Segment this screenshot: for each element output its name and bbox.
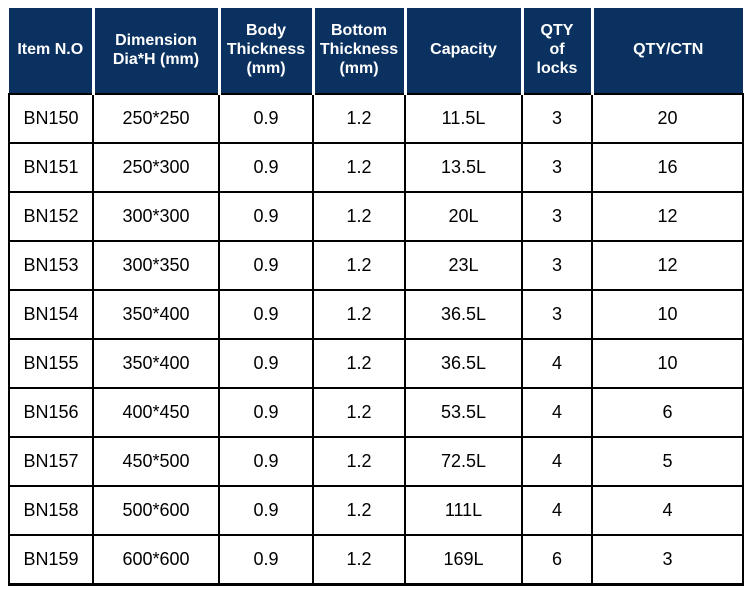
- table-body: BN150 250*250 0.9 1.2 11.5L 3 20 BN151 250*300 0.…: [8, 93, 744, 586]
- table-header: Item N.O Dimension Dia*H (mm) Body Thick…: [9, 8, 743, 94]
- cell-item-no: BN158: [8, 485, 94, 536]
- cell-qty-of-locks: 3: [521, 93, 593, 144]
- cell-qty-of-locks: 3: [521, 142, 593, 193]
- cell-body-thickness: 0.9: [218, 387, 314, 438]
- cell-bottom-thickness: 1.2: [312, 240, 406, 291]
- cell-capacity: 53.5L: [404, 387, 523, 438]
- table-row: BN157 450*500 0.9 1.2 72.5L 4 5: [8, 436, 744, 487]
- cell-bottom-thickness: 1.2: [312, 142, 406, 193]
- cell-item-no: BN152: [8, 191, 94, 242]
- cell-item-no: BN151: [8, 142, 94, 193]
- cell-qty-ctn: 6: [591, 387, 744, 438]
- cell-qty-ctn: 12: [591, 240, 744, 291]
- cell-qty-ctn: 4: [591, 485, 744, 536]
- table-row: BN153 300*350 0.9 1.2 23L 3 12: [8, 240, 744, 291]
- cell-qty-ctn: 10: [591, 338, 744, 389]
- cell-bottom-thickness: 1.2: [312, 191, 406, 242]
- cell-capacity: 23L: [404, 240, 523, 291]
- column-header-bottom-thickness: Bottom Thickness (mm): [311, 8, 405, 94]
- cell-qty-of-locks: 4: [521, 338, 593, 389]
- cell-body-thickness: 0.9: [218, 93, 314, 144]
- cell-body-thickness: 0.9: [218, 240, 314, 291]
- cell-item-no: BN155: [8, 338, 94, 389]
- cell-capacity: 111L: [404, 485, 523, 536]
- table-row: BN156 400*450 0.9 1.2 53.5L 4 6: [8, 387, 744, 438]
- cell-qty-of-locks: 3: [521, 289, 593, 340]
- cell-dimension: 250*250: [92, 93, 220, 144]
- cell-qty-of-locks: 4: [521, 436, 593, 487]
- cell-body-thickness: 0.9: [218, 436, 314, 487]
- column-header-capacity: Capacity: [403, 8, 522, 94]
- cell-qty-ctn: 12: [591, 191, 744, 242]
- cell-dimension: 350*400: [92, 289, 220, 340]
- column-header-qty-of-locks: QTY of locks: [520, 8, 592, 94]
- cell-bottom-thickness: 1.2: [312, 436, 406, 487]
- cell-dimension: 450*500: [92, 436, 220, 487]
- cell-item-no: BN150: [8, 93, 94, 144]
- cell-qty-of-locks: 3: [521, 191, 593, 242]
- cell-body-thickness: 0.9: [218, 534, 314, 586]
- column-header-qty-ctn: QTY/CTN: [590, 8, 743, 94]
- cell-qty-of-locks: 4: [521, 485, 593, 536]
- cell-dimension: 250*300: [92, 142, 220, 193]
- cell-capacity: 72.5L: [404, 436, 523, 487]
- cell-body-thickness: 0.9: [218, 191, 314, 242]
- cell-capacity: 36.5L: [404, 289, 523, 340]
- table-wrapper: Item N.O Dimension Dia*H (mm) Body Thick…: [8, 8, 744, 586]
- cell-item-no: BN153: [8, 240, 94, 291]
- cell-bottom-thickness: 1.2: [312, 338, 406, 389]
- cell-bottom-thickness: 1.2: [312, 93, 406, 144]
- cell-capacity: 11.5L: [404, 93, 523, 144]
- cell-dimension: 350*400: [92, 338, 220, 389]
- cell-dimension: 300*300: [92, 191, 220, 242]
- cell-qty-of-locks: 3: [521, 240, 593, 291]
- cell-item-no: BN157: [8, 436, 94, 487]
- cell-dimension: 600*600: [92, 534, 220, 586]
- cell-capacity: 13.5L: [404, 142, 523, 193]
- cell-bottom-thickness: 1.2: [312, 485, 406, 536]
- cell-dimension: 500*600: [92, 485, 220, 536]
- cell-capacity: 169L: [404, 534, 523, 586]
- cell-qty-of-locks: 4: [521, 387, 593, 438]
- header-row: Item N.O Dimension Dia*H (mm) Body Thick…: [9, 8, 743, 94]
- table-row: BN154 350*400 0.9 1.2 36.5L 3 10: [8, 289, 744, 340]
- cell-item-no: BN159: [8, 534, 94, 586]
- table-row: BN155 350*400 0.9 1.2 36.5L 4 10: [8, 338, 744, 389]
- table-row: BN152 300*300 0.9 1.2 20L 3 12: [8, 191, 744, 242]
- cell-dimension: 400*450: [92, 387, 220, 438]
- table-row: BN151 250*300 0.9 1.2 13.5L 3 16: [8, 142, 744, 193]
- column-header-dimension: Dimension Dia*H (mm): [91, 8, 219, 94]
- cell-body-thickness: 0.9: [218, 142, 314, 193]
- cell-bottom-thickness: 1.2: [312, 289, 406, 340]
- cell-body-thickness: 0.9: [218, 338, 314, 389]
- cell-capacity: 20L: [404, 191, 523, 242]
- cell-item-no: BN156: [8, 387, 94, 438]
- cell-capacity: 36.5L: [404, 338, 523, 389]
- product-spec-table: Item N.O Dimension Dia*H (mm) Body Thick…: [8, 8, 744, 586]
- cell-qty-ctn: 5: [591, 436, 744, 487]
- cell-dimension: 300*350: [92, 240, 220, 291]
- cell-body-thickness: 0.9: [218, 485, 314, 536]
- cell-bottom-thickness: 1.2: [312, 534, 406, 586]
- cell-qty-ctn: 10: [591, 289, 744, 340]
- cell-qty-ctn: 20: [591, 93, 744, 144]
- cell-body-thickness: 0.9: [218, 289, 314, 340]
- cell-qty-ctn: 16: [591, 142, 744, 193]
- cell-qty-ctn: 3: [591, 534, 744, 586]
- table-row: BN150 250*250 0.9 1.2 11.5L 3 20: [8, 93, 744, 144]
- cell-qty-of-locks: 6: [521, 534, 593, 586]
- cell-item-no: BN154: [8, 289, 94, 340]
- table-row: BN158 500*600 0.9 1.2 111L 4 4: [8, 485, 744, 536]
- column-header-item-no: Item N.O: [9, 8, 93, 94]
- cell-bottom-thickness: 1.2: [312, 387, 406, 438]
- column-header-body-thickness: Body Thickness (mm): [217, 8, 313, 94]
- table-row: BN159 600*600 0.9 1.2 169L 6 3: [8, 534, 744, 586]
